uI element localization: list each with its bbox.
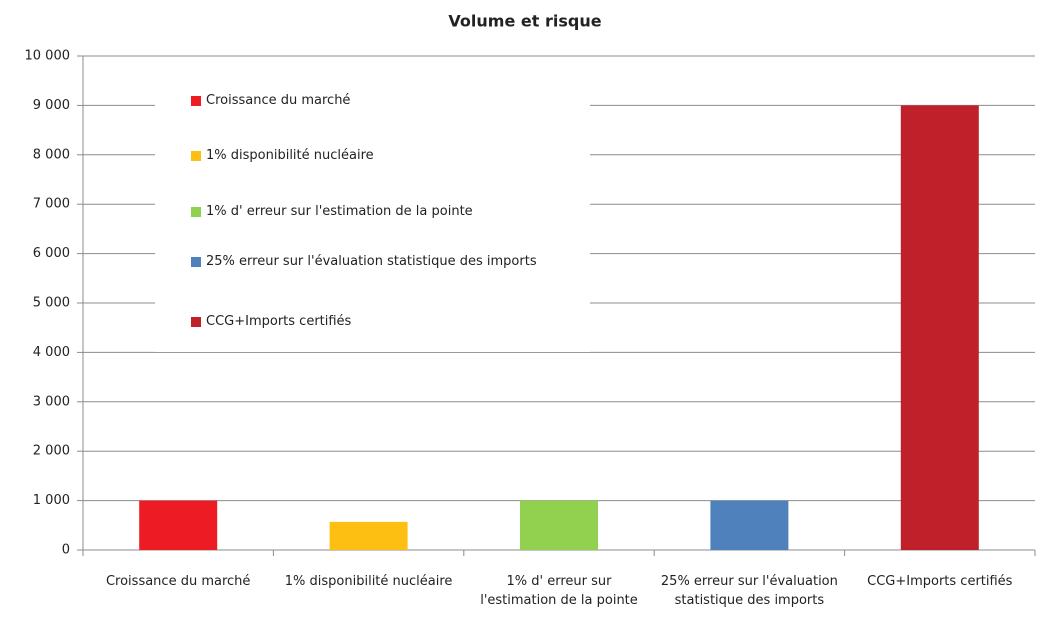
legend-label: Croissance du marché <box>206 93 351 108</box>
y-tick-label: 7 000 <box>33 197 70 212</box>
x-tick-label: 25% erreur sur l'évaluation statistique … <box>660 574 838 608</box>
x-tick-label: Croissance du marché <box>105 574 251 589</box>
legend-label: 1% d' erreur sur l'estimation de la poin… <box>206 204 473 219</box>
y-tick-label: 10 000 <box>25 49 71 64</box>
bar <box>520 500 598 550</box>
legend-box <box>155 84 590 352</box>
legend-swatch <box>191 257 201 267</box>
x-tick-label: CCG+Imports certifiés <box>867 574 1013 589</box>
legend-swatch <box>191 207 201 217</box>
x-tick-label: 1% disponibilité nucléaire <box>284 574 453 589</box>
y-tick-label: 0 <box>62 543 70 558</box>
y-tick-label: 4 000 <box>33 345 70 360</box>
y-tick-label: 9 000 <box>33 98 70 113</box>
legend-swatch <box>191 151 201 161</box>
y-tick-label: 2 000 <box>33 444 70 459</box>
bar <box>139 500 218 550</box>
x-tick-label: 1% d' erreur sur l'estimation de la poin… <box>480 574 638 608</box>
bar <box>329 521 408 550</box>
legend-swatch <box>191 317 201 327</box>
legend-label: 25% erreur sur l'évaluation statistique … <box>206 254 537 269</box>
bar <box>900 105 979 551</box>
y-tick-label: 5 000 <box>33 296 70 311</box>
bar <box>710 500 789 550</box>
legend-swatch <box>191 96 201 106</box>
y-tick-label: 8 000 <box>33 147 70 162</box>
y-tick-label: 3 000 <box>33 394 70 409</box>
legend-label: CCG+Imports certifiés <box>206 314 352 329</box>
y-tick-label: 6 000 <box>33 246 70 261</box>
legend-label: 1% disponibilité nucléaire <box>206 148 374 163</box>
y-tick-label: 1 000 <box>33 493 70 508</box>
chart-title: Volume et risque <box>448 12 601 31</box>
